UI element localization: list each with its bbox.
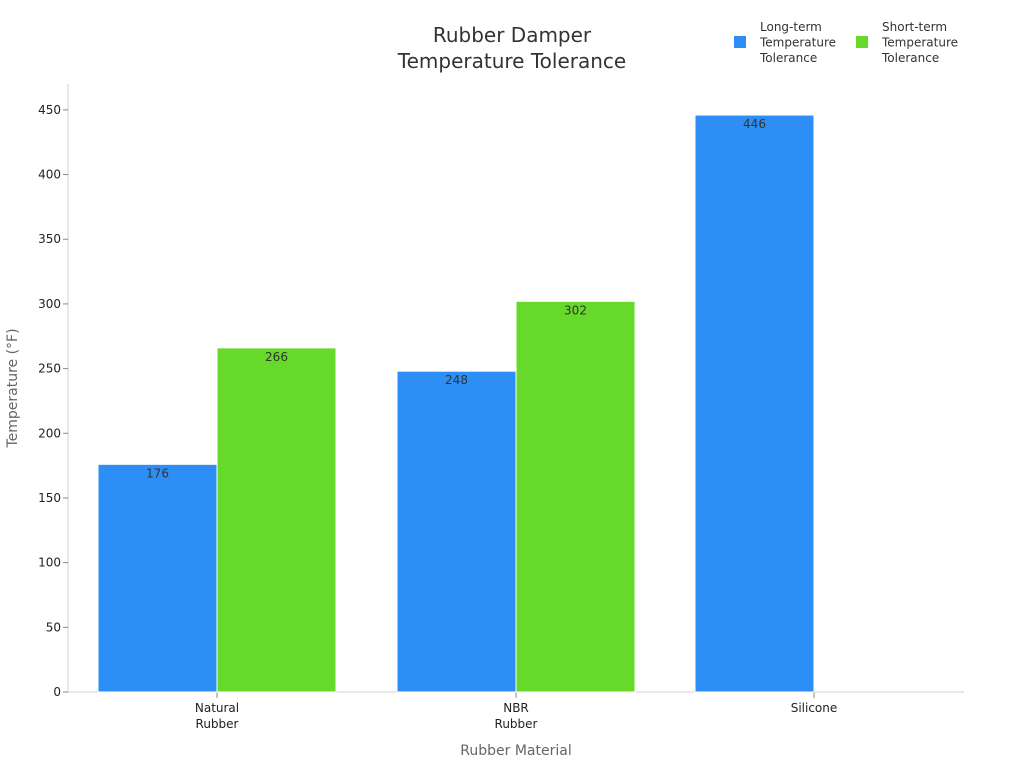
bar-long-term-0[interactable]: [97, 463, 218, 693]
legend-label: Short-term Temperature Tolerance: [881, 20, 958, 65]
legend-label: Long-term Temperature Tolerance: [759, 20, 836, 65]
y-tick-label: 400: [38, 168, 61, 182]
x-axis-title: Rubber Material: [460, 743, 571, 759]
bar-long-term-1[interactable]: [396, 370, 517, 693]
bar-value-label: 302: [564, 303, 587, 317]
chart-title-text: Rubber Damper Temperature Tolerance: [397, 23, 626, 73]
chart-data-labels: 176 248 446 266 302: [146, 117, 766, 480]
chart-legend: Long-term Temperature Tolerance Short-term T…: [734, 20, 958, 65]
bar-value-label: 248: [445, 373, 468, 387]
y-tick-label: 100: [38, 556, 61, 570]
bar-value-label: 446: [743, 117, 766, 131]
x-tick-label: NBR Rubber: [495, 701, 538, 731]
y-tick-label: 350: [38, 232, 61, 246]
y-tick-label: 200: [38, 426, 61, 440]
bar-long-term-2[interactable]: [694, 114, 815, 693]
y-tick-label: 300: [38, 297, 61, 311]
bar-short-term-0[interactable]: [216, 347, 337, 693]
y-tick-label: 0: [53, 685, 61, 699]
bar-value-label: 266: [265, 350, 288, 364]
bar-short-term-1[interactable]: [515, 300, 636, 693]
chart-title: Rubber Damper Temperature Tolerance: [397, 23, 626, 73]
x-tick-label: Silicone: [791, 701, 838, 715]
legend-item-short-term[interactable]: Short-term Temperature Tolerance: [856, 20, 958, 65]
y-tick-label: 150: [38, 491, 61, 505]
bar-value-label: 176: [146, 466, 169, 480]
y-tick-label: 450: [38, 103, 61, 117]
chart-axes: 0 50 100 150 200 250 300 350 400 450 Natural Rubber…: [5, 84, 964, 759]
y-tick-label: 250: [38, 362, 61, 376]
chart-bars: [97, 114, 815, 693]
legend-swatch: [856, 36, 868, 48]
x-tick-label: Natural Rubber: [195, 701, 239, 731]
y-axis-title: Temperature (°F): [5, 328, 21, 448]
legend-swatch: [734, 36, 746, 48]
y-tick-label: 50: [46, 620, 61, 634]
legend-item-long-term[interactable]: Long-term Temperature Tolerance: [734, 20, 836, 65]
